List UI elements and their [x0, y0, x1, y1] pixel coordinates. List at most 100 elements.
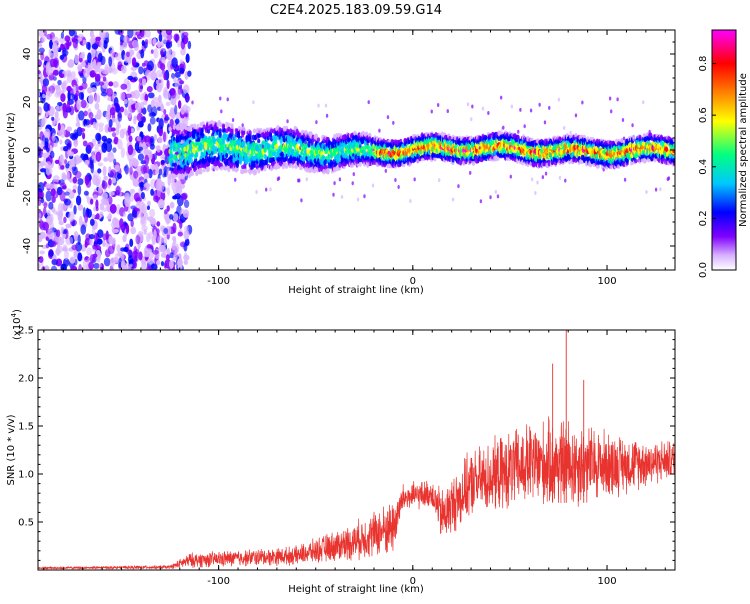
- spectrogram-cell: [58, 210, 64, 218]
- spectrogram-cell: [108, 196, 113, 205]
- spectrogram-cell: [68, 30, 75, 37]
- spectrogram-cell: [41, 84, 47, 95]
- spectrogram-cell: [154, 163, 159, 171]
- spectrogram-cell: [96, 254, 101, 263]
- spectrogram-cell: [98, 125, 104, 133]
- spectrogram-cell: [471, 161, 476, 166]
- spectrogram-cell: [78, 215, 83, 227]
- spectrogram-cell: [58, 155, 64, 166]
- spectrogram-cell: [38, 59, 43, 68]
- spectrogram-cell: [67, 150, 71, 157]
- spectrogram-cell: [42, 221, 49, 231]
- spectrogram-cell: [87, 52, 92, 63]
- spectrogram-cell: [195, 152, 199, 158]
- spectrogram-cell: [107, 95, 112, 102]
- spectrogram-cell: [155, 180, 162, 191]
- spectrogram-cell: [180, 194, 187, 201]
- spectrogram-cell: [79, 72, 84, 79]
- spectrogram-cell: [378, 128, 381, 133]
- spectrogram-cell: [244, 168, 248, 174]
- spectrogram-cell: [124, 196, 131, 207]
- spectrogram-cell: [123, 246, 129, 253]
- spectrogram-cell: [122, 211, 127, 218]
- spectrogram-cell: [40, 51, 45, 61]
- spectrogram-cell: [53, 118, 59, 124]
- spectrogram-cell: [60, 43, 65, 50]
- spectrogram-cell: [165, 30, 173, 36]
- spectrogram-cell: [367, 100, 370, 105]
- spectrogram-cell: [172, 213, 179, 222]
- spectrogram-cell: [137, 230, 144, 237]
- spectrogram-cell: [108, 178, 112, 186]
- spectrogram-cell: [150, 263, 158, 270]
- spectrogram-cell: [193, 123, 197, 130]
- spectrogram-cell: [103, 157, 109, 162]
- spectrogram-cell: [131, 57, 137, 67]
- spectrogram-cell: [166, 248, 170, 254]
- spectrogram-cell: [138, 251, 143, 261]
- spectrogram-cell: [130, 226, 137, 235]
- spectrogram-cell: [97, 122, 105, 127]
- spectrogram-cell: [171, 179, 175, 191]
- spectrogram-cell: [61, 49, 69, 57]
- spectrogram-cell: [153, 134, 158, 141]
- spectrogram-cell: [100, 91, 108, 97]
- spectrogram-cell: [183, 229, 190, 240]
- spectrogram-cell: [218, 131, 222, 139]
- spectrogram-cell: [479, 199, 483, 204]
- spectrogram-cell: [169, 143, 173, 151]
- spectrogram-cell: [63, 216, 67, 224]
- spectrogram-cell: [123, 35, 128, 43]
- spectrogram-cell: [298, 178, 301, 183]
- spectrogram-cell: [146, 200, 151, 207]
- spectrogram-cell: [92, 121, 97, 129]
- spectrogram-cell: [569, 130, 572, 135]
- spectrogram-cell: [219, 96, 222, 101]
- spectrogram-cell: [57, 79, 62, 86]
- spectrogram-cell: [116, 244, 121, 253]
- spectrogram-cell: [69, 132, 75, 139]
- spectrogram-cell: [351, 181, 354, 186]
- spectrogram-cell: [173, 251, 178, 261]
- spectrogram-cell: [64, 198, 71, 206]
- spectrogram-cell: [51, 132, 56, 142]
- spectrogram-cell: [138, 66, 144, 75]
- spectrogram-cell: [87, 141, 94, 150]
- spectrogram-cell: [148, 231, 153, 240]
- spectrogram-cell: [144, 69, 152, 77]
- spectrogram-cell: [129, 238, 134, 248]
- spectrogram-cell: [141, 62, 146, 67]
- spectrogram-cell: [153, 229, 157, 240]
- spectrogram-cell: [132, 76, 139, 82]
- spectrogram-cell: [172, 222, 177, 234]
- spectrogram-cell: [248, 130, 252, 136]
- spectrogram-cell: [147, 258, 154, 265]
- spectrogram-cell: [146, 248, 153, 254]
- spectrogram-cell: [108, 235, 113, 245]
- spectrogram-cell: [190, 171, 195, 176]
- spectrogram-cell: [107, 126, 113, 133]
- spectrogram-cell: [471, 104, 474, 109]
- spectrogram-cell: [59, 54, 65, 60]
- spectrogram-cell: [158, 118, 164, 130]
- spectrogram-cell: [50, 265, 58, 270]
- spectrogram-cell: [114, 30, 122, 35]
- spectrogram-cell: [168, 126, 172, 131]
- spectrogram-cell: [66, 126, 73, 132]
- spectrogram-cell: [38, 142, 41, 148]
- spectrogram-cell: [101, 180, 108, 190]
- spectrogram-cell: [97, 162, 104, 167]
- spectrogram-cell: [173, 162, 178, 168]
- spectrogram-cell: [105, 141, 113, 153]
- spectrogram-cell: [78, 110, 85, 121]
- spectrogram-cell: [38, 256, 44, 263]
- spectrogram-cell: [128, 135, 133, 143]
- spectrogram-cell: [141, 203, 148, 214]
- spectrogram-cell: [92, 59, 97, 70]
- spectrogram-cell: [124, 93, 132, 99]
- spectrogram-cell: [145, 182, 149, 187]
- spectrogram-cell: [305, 177, 308, 182]
- spectrogram-cell: [144, 154, 150, 166]
- spectrogram-cell: [152, 96, 159, 103]
- spectrogram-cell: [106, 87, 114, 97]
